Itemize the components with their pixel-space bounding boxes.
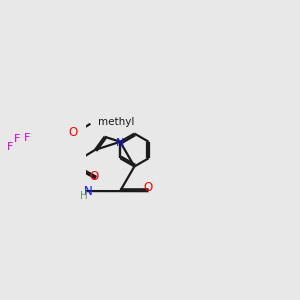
- Text: O: O: [68, 126, 77, 139]
- Text: F: F: [7, 142, 14, 152]
- Text: N: N: [116, 138, 124, 148]
- Text: O: O: [143, 181, 152, 194]
- Text: methyl: methyl: [98, 117, 134, 127]
- Text: F: F: [24, 133, 30, 142]
- Text: F: F: [14, 134, 20, 144]
- Text: N: N: [83, 184, 92, 198]
- Text: O: O: [89, 170, 98, 183]
- Text: H: H: [80, 190, 88, 201]
